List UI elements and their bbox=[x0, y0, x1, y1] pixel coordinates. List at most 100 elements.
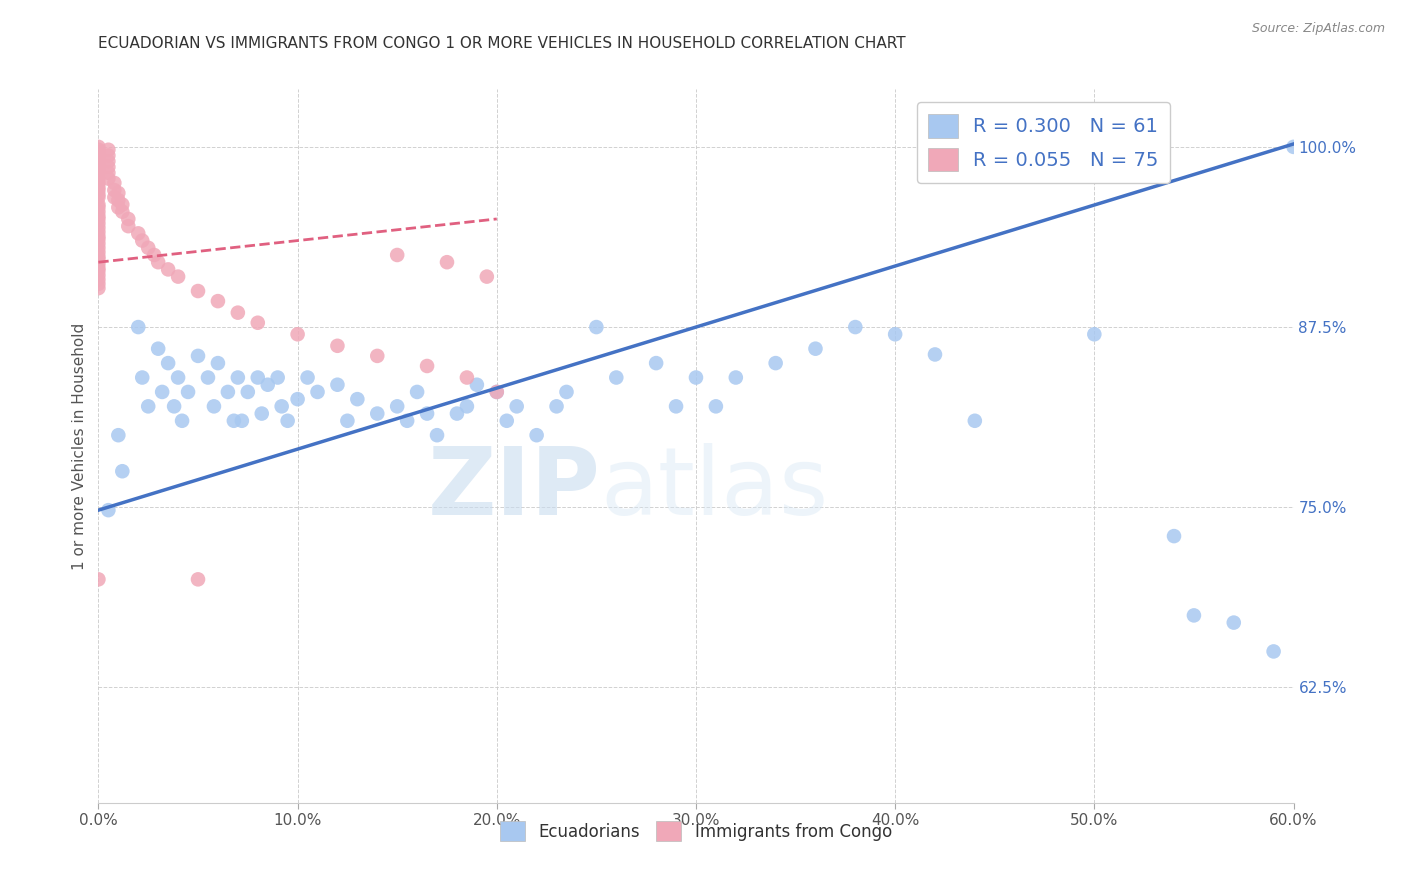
Point bbox=[884, 327, 907, 342]
Point bbox=[267, 370, 290, 384]
Point bbox=[87, 572, 110, 586]
Point bbox=[385, 400, 409, 414]
Point bbox=[1223, 615, 1246, 630]
Point bbox=[87, 220, 110, 235]
Point bbox=[157, 356, 180, 370]
Point bbox=[187, 349, 209, 363]
Point bbox=[297, 370, 319, 384]
Point bbox=[97, 154, 120, 169]
Point bbox=[685, 370, 707, 384]
Text: ZIP: ZIP bbox=[427, 442, 600, 535]
Point bbox=[87, 190, 110, 204]
Point bbox=[87, 176, 110, 190]
Point bbox=[456, 370, 478, 384]
Point bbox=[724, 370, 747, 384]
Point bbox=[111, 204, 134, 219]
Point bbox=[326, 339, 349, 353]
Point bbox=[1263, 644, 1285, 658]
Point bbox=[87, 166, 110, 180]
Point bbox=[136, 400, 159, 414]
Point bbox=[107, 201, 129, 215]
Point bbox=[485, 384, 508, 399]
Point bbox=[765, 356, 787, 370]
Point bbox=[87, 252, 110, 267]
Point bbox=[207, 356, 229, 370]
Point bbox=[307, 384, 329, 399]
Point bbox=[127, 227, 149, 241]
Text: Source: ZipAtlas.com: Source: ZipAtlas.com bbox=[1251, 22, 1385, 36]
Point bbox=[127, 320, 149, 334]
Point bbox=[87, 229, 110, 244]
Point bbox=[436, 255, 458, 269]
Point bbox=[446, 407, 468, 421]
Point bbox=[326, 377, 349, 392]
Point bbox=[187, 284, 209, 298]
Point bbox=[97, 160, 120, 174]
Point bbox=[111, 464, 134, 478]
Point bbox=[287, 327, 309, 342]
Point bbox=[97, 503, 120, 517]
Point bbox=[1182, 608, 1205, 623]
Point bbox=[1163, 529, 1185, 543]
Point bbox=[107, 186, 129, 200]
Point bbox=[172, 414, 194, 428]
Point bbox=[87, 211, 110, 226]
Point bbox=[103, 190, 125, 204]
Point bbox=[270, 400, 292, 414]
Point bbox=[924, 347, 946, 361]
Point bbox=[107, 428, 129, 442]
Point bbox=[87, 268, 110, 282]
Point bbox=[605, 370, 627, 384]
Point bbox=[97, 166, 120, 180]
Point bbox=[546, 400, 568, 414]
Point bbox=[526, 428, 548, 442]
Point bbox=[117, 211, 139, 226]
Point bbox=[465, 377, 488, 392]
Point bbox=[148, 342, 170, 356]
Point bbox=[111, 197, 134, 211]
Point bbox=[107, 193, 129, 207]
Point bbox=[97, 171, 120, 186]
Point bbox=[346, 392, 368, 406]
Point bbox=[87, 257, 110, 271]
Point bbox=[506, 400, 529, 414]
Point bbox=[197, 370, 219, 384]
Point bbox=[87, 154, 110, 169]
Point bbox=[396, 414, 419, 428]
Point bbox=[97, 148, 120, 162]
Point bbox=[217, 384, 239, 399]
Point bbox=[87, 140, 110, 154]
Point bbox=[187, 572, 209, 586]
Point bbox=[1083, 327, 1105, 342]
Point bbox=[963, 414, 986, 428]
Point bbox=[226, 306, 249, 320]
Point bbox=[87, 277, 110, 291]
Point bbox=[456, 400, 478, 414]
Point bbox=[157, 262, 180, 277]
Point bbox=[366, 349, 388, 363]
Point bbox=[231, 414, 253, 428]
Point bbox=[150, 384, 173, 399]
Point bbox=[87, 216, 110, 230]
Point bbox=[87, 209, 110, 223]
Point bbox=[495, 414, 517, 428]
Point bbox=[87, 197, 110, 211]
Point bbox=[87, 187, 110, 202]
Point bbox=[167, 370, 190, 384]
Point bbox=[246, 316, 269, 330]
Point bbox=[336, 414, 359, 428]
Point bbox=[87, 183, 110, 197]
Point bbox=[148, 255, 170, 269]
Point bbox=[804, 342, 827, 356]
Point bbox=[143, 248, 166, 262]
Point bbox=[87, 201, 110, 215]
Point bbox=[475, 269, 498, 284]
Point bbox=[385, 248, 409, 262]
Point bbox=[87, 157, 110, 171]
Point bbox=[366, 407, 388, 421]
Point bbox=[131, 370, 153, 384]
Point bbox=[87, 171, 110, 186]
Point bbox=[226, 370, 249, 384]
Point bbox=[246, 370, 269, 384]
Point bbox=[87, 161, 110, 176]
